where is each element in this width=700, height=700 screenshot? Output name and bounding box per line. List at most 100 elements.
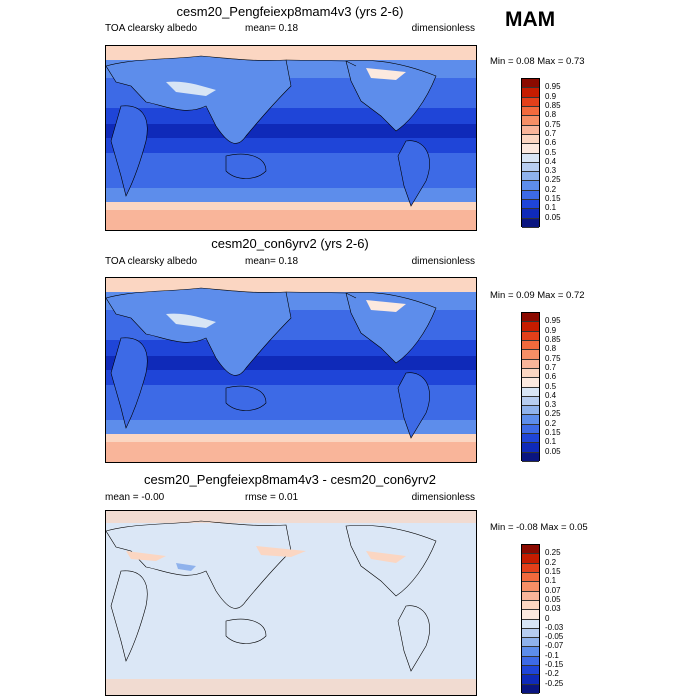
colorbar-swatch <box>522 190 539 201</box>
colorbar-level-label: 0.7 <box>545 362 557 372</box>
colorbar-level-label: 0.2 <box>545 418 557 428</box>
panel-1-mean-label: mean= 0.18 <box>245 23 299 34</box>
colorbar-swatch <box>522 424 539 435</box>
colorbar-swatch <box>522 313 539 323</box>
panel-2-colorbar <box>521 312 540 462</box>
colorbar-swatch <box>522 675 539 685</box>
colorbar-level-label: 0.85 <box>545 334 561 344</box>
colorbar-swatch <box>522 153 539 163</box>
panel-3-minmax: Min = -0.08 Max = 0.05 <box>490 522 588 533</box>
panel-1-minmax: Min = 0.08 Max = 0.73 <box>490 56 585 67</box>
colorbar-swatch <box>522 666 539 676</box>
colorbar-level-label: 0.15 <box>545 194 561 204</box>
colorbar-swatch <box>522 396 539 407</box>
panel-2-units-label: dimensionless <box>411 256 475 267</box>
colorbar-swatch <box>522 684 539 694</box>
colorbar-level-label: 0.07 <box>545 585 561 595</box>
colorbar-level-label: 0.1 <box>545 437 557 447</box>
colorbar-swatch <box>522 638 539 648</box>
panel-3-mean-label: mean = -0.00 <box>105 492 165 503</box>
colorbar-swatch <box>522 97 539 107</box>
colorbar-swatch <box>522 554 539 564</box>
colorbar-level-label: 0.8 <box>545 344 557 354</box>
panel-1-left-label: TOA clearsky albedo <box>105 23 198 34</box>
colorbar-swatch <box>522 545 539 555</box>
colorbar-level-label: 0.1 <box>545 576 557 586</box>
colorbar-swatch <box>522 378 539 388</box>
panel-2-map-svg <box>106 278 476 462</box>
panel-3-rmse-label: rmse = 0.01 <box>245 492 299 503</box>
colorbar-swatch <box>522 218 539 228</box>
panel-2-mean-label: mean= 0.18 <box>245 256 299 267</box>
panel-3-colorbar <box>521 544 540 694</box>
season-label: MAM <box>505 8 556 31</box>
panel-1-title: cesm20_Pengfeiexp8mam4v3 (yrs 2-6) <box>176 4 404 19</box>
colorbar-level-label: 0.9 <box>545 91 557 101</box>
colorbar-swatch <box>522 563 539 573</box>
panel-1-map <box>105 45 477 231</box>
colorbar-level-label: 0.9 <box>545 325 557 335</box>
colorbar-level-label: 0.3 <box>545 400 557 410</box>
colorbar-level-label: 0.85 <box>545 100 561 110</box>
colorbar-swatch <box>522 628 539 639</box>
colorbar-level-label: 0.05 <box>545 446 561 456</box>
colorbar-level-label: 0 <box>545 613 550 623</box>
colorbar-swatch <box>522 340 539 351</box>
colorbar-swatch <box>522 600 539 611</box>
colorbar-level-label: 0.2 <box>545 557 557 567</box>
colorbar-swatch <box>522 322 539 332</box>
panel-1-units-label: dimensionless <box>411 23 475 34</box>
colorbar-swatch <box>522 647 539 657</box>
panel-3-map <box>105 510 477 696</box>
colorbar-level-label: 0.25 <box>545 409 561 419</box>
colorbar-level-label: -0.03 <box>545 622 564 632</box>
colorbar-level-label: 0.3 <box>545 166 557 176</box>
colorbar-swatch <box>522 452 539 462</box>
colorbar-level-label: 0.6 <box>545 138 557 148</box>
colorbar-swatch <box>522 582 539 592</box>
colorbar-level-label: 0.25 <box>545 175 561 185</box>
colorbar-swatch <box>522 572 539 583</box>
colorbar-level-label: 0.2 <box>545 184 557 194</box>
colorbar-swatch <box>522 200 539 210</box>
colorbar-swatch <box>522 172 539 182</box>
colorbar-swatch <box>522 331 539 341</box>
colorbar-level-label: -0.2 <box>545 669 559 679</box>
panel-2-minmax: Min = 0.09 Max = 0.72 <box>490 290 585 301</box>
colorbar-level-label: 0.05 <box>545 212 561 222</box>
colorbar-swatch <box>522 134 539 145</box>
colorbar-level-label: 0.95 <box>545 316 561 326</box>
colorbar-level-label: 0.03 <box>545 604 561 614</box>
colorbar-swatch <box>522 106 539 117</box>
colorbar-level-label: 0.1 <box>545 203 557 213</box>
colorbar-level-label: 0.15 <box>545 428 561 438</box>
colorbar-swatch <box>522 116 539 126</box>
colorbar-level-label: -0.15 <box>545 660 564 670</box>
colorbar-swatch <box>522 619 539 629</box>
colorbar-level-label: 0.4 <box>545 156 557 166</box>
colorbar-level-label: 0.25 <box>545 548 561 558</box>
colorbar-level-label: 0.05 <box>545 594 561 604</box>
panel-1-map-svg <box>106 46 476 230</box>
colorbar-swatch <box>522 88 539 98</box>
panel-3-units-label: dimensionless <box>411 492 475 503</box>
panel-1-colorbar <box>521 78 540 228</box>
colorbar-swatch <box>522 434 539 444</box>
colorbar-swatch <box>522 359 539 369</box>
colorbar-swatch <box>522 181 539 191</box>
colorbar-level-label: 0.75 <box>545 353 561 363</box>
panel-2-left-label: TOA clearsky albedo <box>105 256 198 267</box>
colorbar-level-label: -0.1 <box>545 650 559 660</box>
colorbar-level-label: 0.15 <box>545 566 561 576</box>
colorbar-level-label: 0.5 <box>545 147 557 157</box>
panel-3-title: cesm20_Pengfeiexp8mam4v3 - cesm20_con6yr… <box>144 472 436 487</box>
colorbar-swatch <box>522 144 539 154</box>
colorbar-level-label: -0.05 <box>545 632 564 642</box>
colorbar-swatch <box>522 368 539 379</box>
colorbar-level-label: -0.07 <box>545 641 564 651</box>
colorbar-swatch <box>522 406 539 416</box>
colorbar-level-label: 0.95 <box>545 82 561 92</box>
colorbar-swatch <box>522 591 539 601</box>
colorbar-swatch <box>522 125 539 135</box>
colorbar-level-label: 0.7 <box>545 128 557 138</box>
